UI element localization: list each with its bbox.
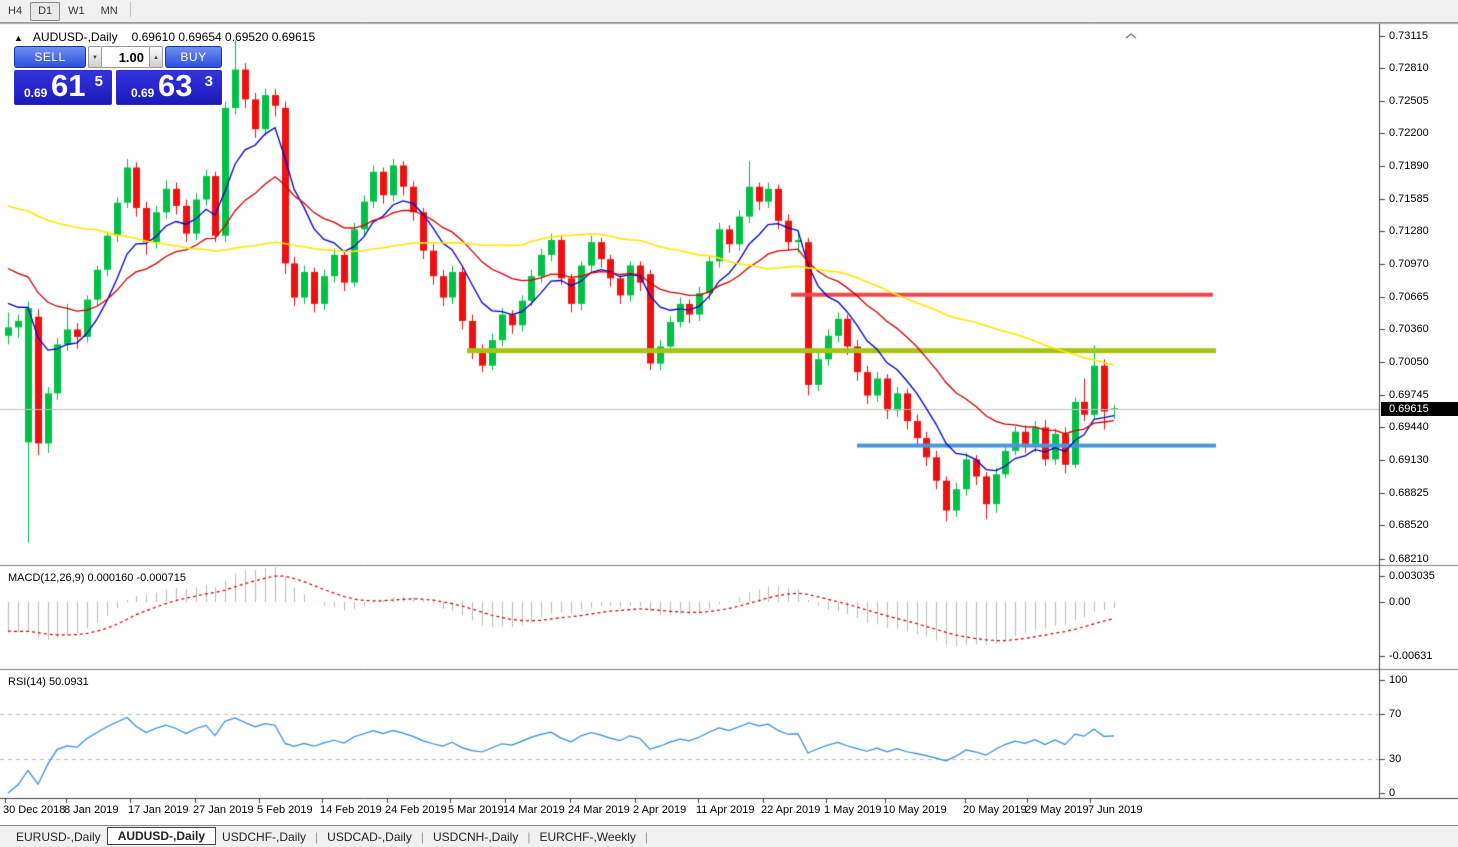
tab-divider: | [527,829,531,844]
rsi-axis-label: 70 [1389,707,1402,720]
price-axis-label: 0.71890 [1389,160,1429,173]
price-axis-label: 0.70665 [1389,290,1429,303]
buy-button[interactable]: BUY [165,46,222,68]
tab-usdchf-daily[interactable]: USDCHF-,Daily [222,829,307,844]
volume-decrement-button[interactable]: ▼ [88,46,102,68]
buy-price-main: 63 [158,68,193,103]
timeframe-button-h4[interactable]: H4 [8,5,23,17]
sell-price-prefix: 0.69 [24,86,48,100]
collapse-panel-icon[interactable] [1124,27,1138,45]
sell-price-pip: 5 [94,73,103,90]
date-axis-label: 1 May 2019 [824,804,882,816]
price-axis-label: 0.69745 [1389,388,1429,401]
chart-ohlc-values: 0.69610 0.69654 0.69520 0.69615 [131,30,316,44]
current-price-tag: 0.69615 [1381,401,1458,416]
chart-symbol: AUDUSD-,Daily [32,30,118,44]
price-axis-label: 0.68210 [1389,552,1429,565]
tab-audusd-daily[interactable]: AUDUSD-,Daily [106,826,217,845]
price-axis-label: 0.69440 [1389,421,1429,434]
price-axis-label: 0.68520 [1389,519,1429,532]
tab-usdcad-daily[interactable]: USDCAD-,Daily [327,829,412,844]
date-axis-label: 24 Feb 2019 [385,804,447,816]
tab-eurchf-weekly[interactable]: EURCHF-,Weekly [539,829,636,844]
price-axis-label: 0.70360 [1389,323,1429,336]
rsi-axis-label: 30 [1389,753,1402,766]
chart-tab-bar: EURUSD-,Daily AUDUSD-,Daily USDCHF-,Daily |… [0,825,1458,847]
rsi-label: RSI(14) 50.0931 [8,676,89,688]
timeframe-button-w1[interactable]: W1 [68,5,85,17]
price-axis-label: 0.72810 [1389,62,1429,75]
date-axis-label: 29 May 2019 [1025,804,1089,816]
date-axis-label: 8 Jan 2019 [64,804,119,816]
price-axis-label: 0.68825 [1389,486,1429,499]
price-axis-label: 0.72200 [1389,127,1429,140]
date-axis-label: 22 Apr 2019 [761,804,821,816]
timeframe-button-mn[interactable]: MN [100,5,118,17]
date-axis-label: 2 Apr 2019 [633,804,687,816]
date-axis-label: 27 Jan 2019 [193,804,254,816]
price-axis-label: 0.69130 [1389,454,1429,467]
rsi-axis-label: 100 [1389,674,1408,686]
sell-price-main: 61 [51,68,86,103]
date-axis-label: 7 Jun 2019 [1088,804,1143,816]
one-click-toggle-icon[interactable]: ▲ [14,33,23,43]
date-axis-label: 14 Mar 2019 [503,804,565,816]
tab-usdcnh-daily[interactable]: USDCNH-,Daily [432,829,519,844]
tab-divider: | [420,829,424,844]
date-axis-label: 5 Mar 2019 [448,804,504,816]
price-axis-label: 0.73115 [1389,30,1428,42]
date-axis-label: 11 Apr 2019 [696,804,755,816]
date-axis-label: 30 Dec 2018 [3,804,66,816]
buy-price-box[interactable]: 0.69 63 3 [116,68,222,105]
volume-increment-button[interactable]: ▲ [149,46,163,68]
chart-title: ▲ AUDUSD-,Daily 0.69610 0.69654 0.69520 0.… [14,30,315,44]
macd-axis-label: 0.003035 [1389,570,1435,583]
date-axis-label: 17 Jan 2019 [128,804,189,816]
macd-label: MACD(12,26,9) 0.000160 -0.000715 [8,572,186,584]
date-axis-label: 10 May 2019 [883,804,947,816]
toolbar-separator [129,2,131,18]
macd-axis-label: -0.00631 [1389,649,1433,662]
tab-eurusd-daily[interactable]: EURUSD-,Daily [16,829,101,844]
date-axis-label: 24 Mar 2019 [568,804,630,816]
date-axis-label: 5 Feb 2019 [257,804,313,816]
buy-price-prefix: 0.69 [131,86,155,100]
date-axis-label: 14 Feb 2019 [320,804,382,816]
rsi-axis-label: 0 [1389,787,1396,799]
price-axis-label: 0.71585 [1389,192,1429,205]
sell-button[interactable]: SELL [14,46,86,68]
price-axis-label: 0.70050 [1389,356,1429,369]
timeframe-toolbar: H4 D1 W1 MN [0,0,1458,23]
price-axis-label: 0.71280 [1389,225,1429,238]
price-axis-label: 0.72505 [1389,94,1429,107]
tab-divider: | [644,829,649,844]
buy-price-pip: 3 [204,73,213,90]
date-axis-label: 20 May 2019 [963,804,1027,816]
one-click-trade-panel: SELL ▼ ▲ BUY 0.69 61 5 0.69 63 3 [14,46,222,105]
price-axis-label: 0.70970 [1389,258,1429,271]
tab-divider: | [315,829,319,844]
volume-input[interactable] [102,46,149,68]
macd-axis-label: 0.00 [1389,596,1411,608]
sell-price-box[interactable]: 0.69 61 5 [14,68,112,105]
timeframe-button-d1[interactable]: D1 [30,2,61,21]
